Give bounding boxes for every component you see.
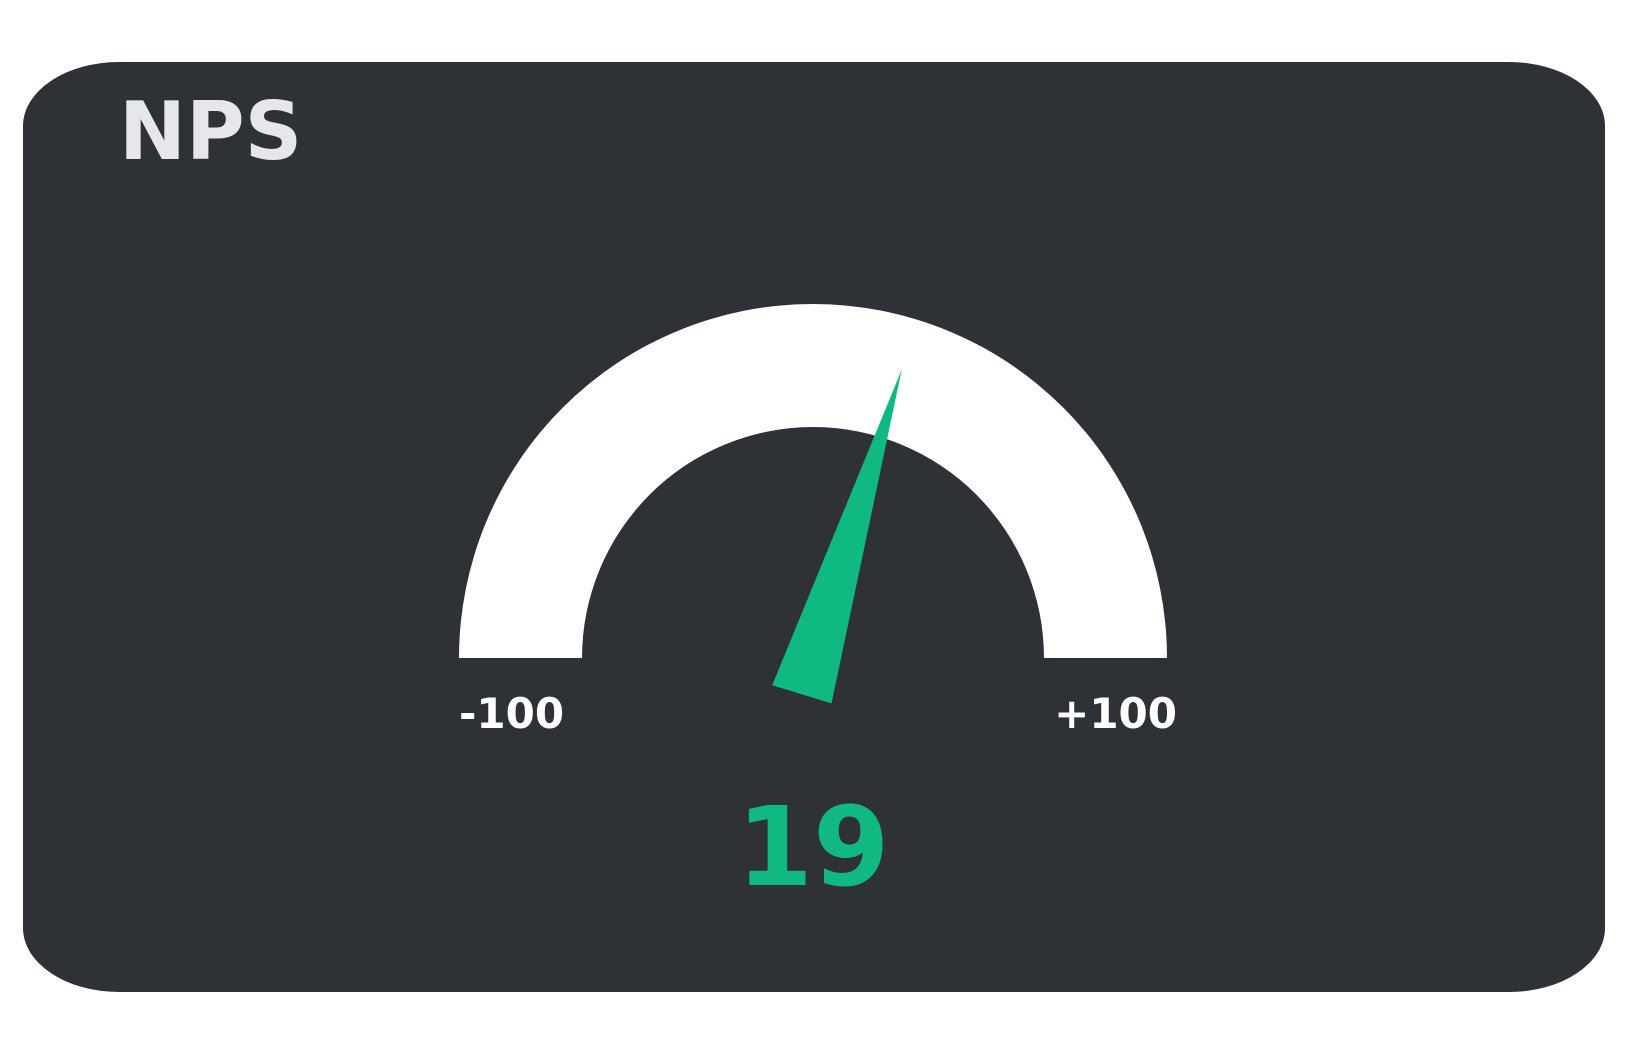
- gauge-arc: [459, 304, 1167, 658]
- nps-gauge-card: NPS: [23, 62, 1605, 992]
- gauge-value-label: 19: [736, 783, 889, 911]
- gauge-max-label: +100: [1054, 689, 1177, 738]
- gauge-min-label: -100: [459, 689, 564, 738]
- gauge-needle: [772, 369, 902, 704]
- card-title: NPS: [119, 85, 303, 178]
